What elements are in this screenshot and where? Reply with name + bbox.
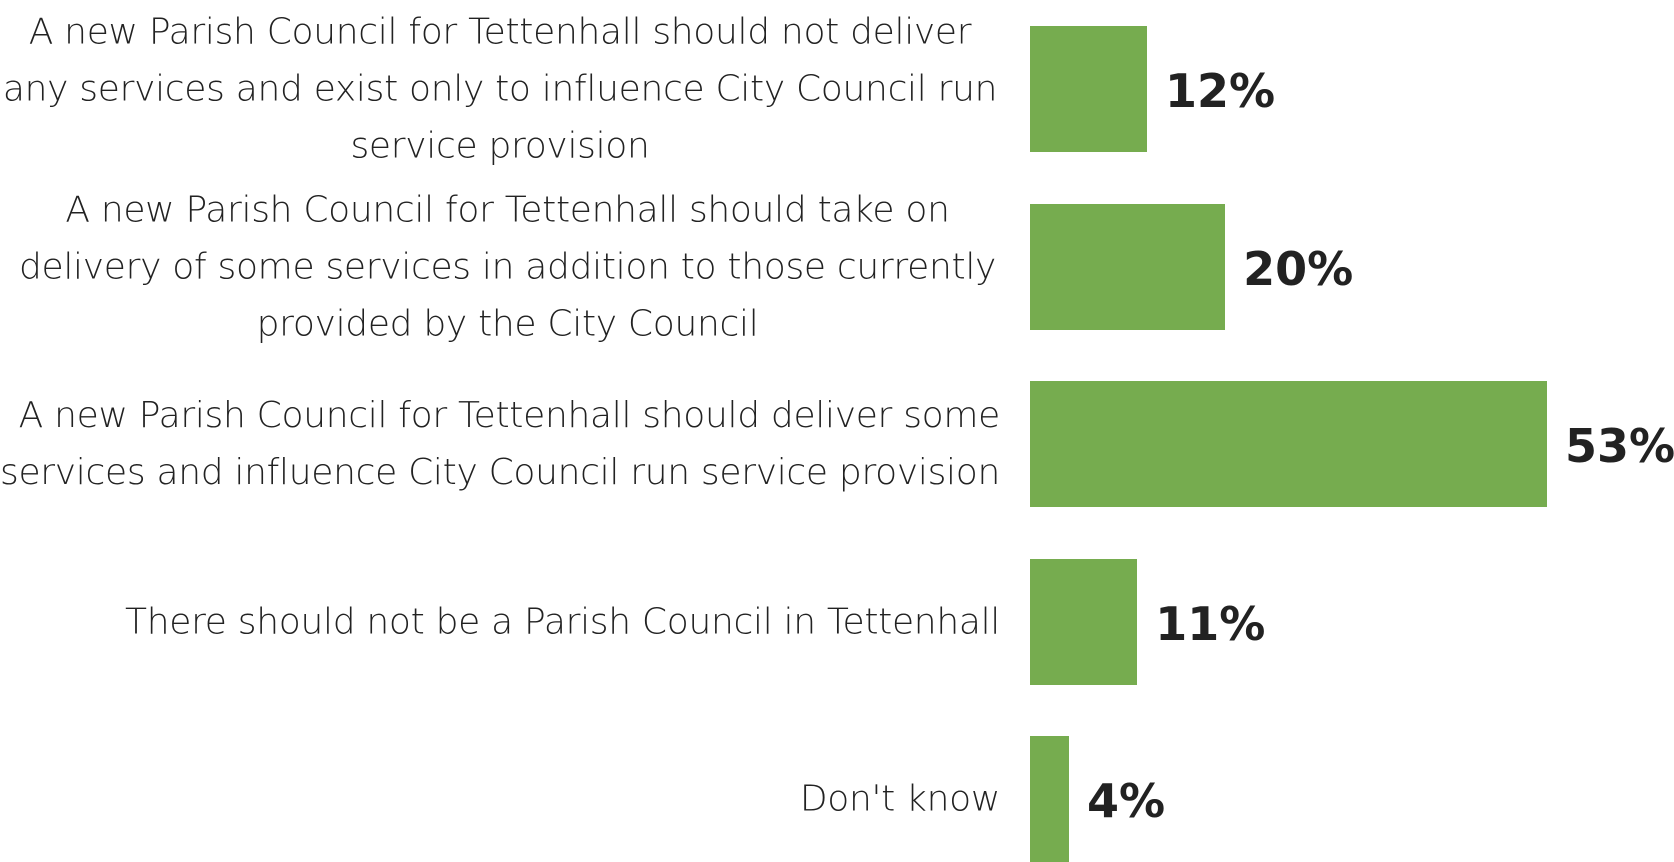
bar: [1030, 558, 1138, 685]
value-label: 12%: [1165, 64, 1276, 118]
category-label: A new Parish Council for Tettenhall shou…: [18, 189, 997, 344]
category-label: A new Parish Council for Tettenhall shou…: [2, 11, 998, 167]
value-label: 20%: [1243, 241, 1354, 296]
value-label: 11%: [1155, 596, 1266, 651]
bar: [1030, 26, 1148, 152]
category-label: A new Parish Council for Tettenhall shou…: [0, 395, 1000, 493]
bar: [1030, 381, 1547, 507]
value-label: 53%: [1565, 419, 1674, 473]
value-label: 4%: [1087, 774, 1166, 828]
category-label: Don't know: [799, 778, 1000, 820]
category-label: There should not be a Parish Council in …: [125, 601, 1000, 642]
bar: [1030, 736, 1070, 862]
bar: [1030, 203, 1226, 330]
